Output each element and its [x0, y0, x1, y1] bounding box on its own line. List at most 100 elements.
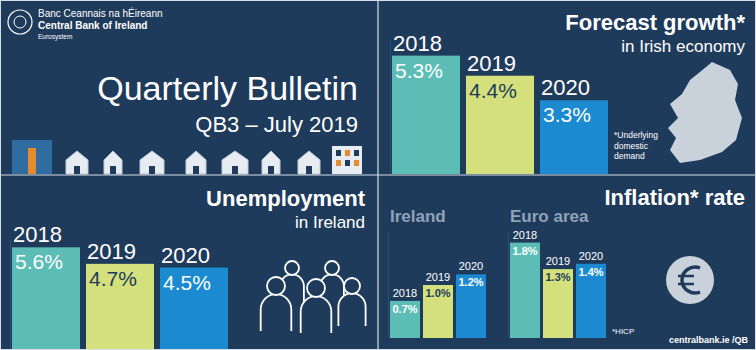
data-label: 0.7% — [392, 303, 417, 315]
bar — [423, 285, 453, 338]
org-irish: Banc Ceannais na hÉireann — [38, 7, 163, 19]
footnote: *Underlyingdomesticdemand — [614, 130, 658, 161]
building-light — [28, 148, 36, 174]
category-label: 2018 — [13, 222, 62, 247]
block — [332, 146, 362, 174]
infographic: Banc Ceannais na hÉireannCentral Bank of… — [0, 0, 756, 350]
series-name: Ireland — [390, 207, 446, 226]
category-label: 2018 — [513, 229, 537, 241]
person-head — [344, 278, 360, 294]
logo-core — [14, 16, 26, 28]
footer: centralbank.ie /QB — [669, 335, 749, 345]
bar — [540, 100, 608, 174]
house-door — [268, 166, 274, 174]
bars — [510, 243, 606, 338]
bars — [390, 274, 486, 338]
person-body — [301, 296, 332, 333]
block-window — [345, 160, 350, 166]
data-label: 4.4% — [469, 79, 517, 102]
data-label: 5.6% — [15, 250, 63, 273]
value-axis — [508, 232, 509, 338]
chart-subtitle: in Irish economy — [621, 37, 745, 56]
category-label: 2019 — [467, 51, 516, 76]
value-axis — [388, 232, 389, 338]
category-label: 2020 — [579, 250, 603, 262]
data-label: 1.2% — [458, 276, 483, 288]
person-head — [325, 261, 339, 275]
background — [0, 0, 756, 350]
category-label: 2020 — [541, 75, 590, 100]
panel-divider — [0, 174, 756, 175]
person-head — [285, 261, 299, 275]
house — [140, 151, 164, 174]
data-label: 3.3% — [543, 103, 591, 126]
series-name: Euro area — [510, 207, 589, 226]
block-window — [336, 150, 341, 156]
house-door — [149, 166, 155, 174]
footnote-line: *Underlying — [614, 130, 658, 140]
category-label: 2019 — [426, 271, 450, 283]
bar — [12, 247, 80, 350]
data-label: 5.3% — [395, 59, 443, 82]
category-label: 2018 — [393, 31, 442, 56]
house-door — [74, 166, 80, 174]
chart-title: Unemployment — [206, 186, 366, 211]
euro-icon — [666, 256, 714, 304]
bar — [543, 269, 573, 338]
bar — [466, 76, 534, 174]
category-label: 2018 — [393, 287, 417, 299]
data-label: 4.7% — [89, 267, 137, 290]
person-head — [267, 277, 285, 295]
value-axis — [390, 40, 391, 174]
house — [298, 151, 320, 174]
house-door — [193, 166, 199, 174]
eurosystem: Eurosystem — [38, 33, 72, 41]
house — [262, 151, 280, 174]
frame — [1, 1, 756, 350]
data-label: 4.5% — [163, 271, 211, 294]
org-name: Central Bank of Ireland — [38, 20, 147, 31]
category-label: 2020 — [459, 260, 483, 272]
footnote-line: domestic — [614, 141, 649, 151]
euro-bars — [678, 276, 694, 284]
logo-ring — [8, 10, 32, 34]
bulletin-title: Quarterly Bulletin — [97, 69, 358, 107]
category-label: 2019 — [546, 255, 570, 267]
chart-title: Inflation* rate — [604, 185, 745, 210]
block-window — [354, 160, 359, 166]
person-body — [338, 293, 365, 326]
bar — [510, 243, 540, 338]
bar — [576, 264, 606, 338]
bar — [86, 264, 154, 350]
bar — [390, 301, 420, 338]
bar — [456, 274, 486, 338]
house — [222, 151, 248, 174]
block-window — [354, 150, 359, 156]
bulletin-subtitle: QB3 – July 2019 — [195, 112, 358, 137]
category-label: 2019 — [87, 239, 136, 264]
ireland-map — [668, 62, 742, 163]
data-label: 1.4% — [578, 266, 603, 278]
data-label: 1.3% — [545, 271, 570, 283]
house — [66, 151, 88, 174]
block-window — [345, 150, 350, 156]
house-door — [306, 166, 312, 174]
euro-arc — [682, 267, 700, 293]
bar — [392, 56, 460, 174]
house-door — [232, 166, 238, 174]
person-head — [307, 279, 325, 297]
chart-title: Forecast growth* — [565, 10, 745, 35]
block-window — [336, 160, 341, 166]
footnote: *HICP — [612, 327, 634, 336]
footnote-line: demand — [614, 151, 645, 161]
chart-subtitle: in Ireland — [295, 213, 365, 232]
house — [104, 151, 122, 174]
house — [186, 151, 206, 174]
data-label: 1.8% — [512, 245, 537, 257]
house-door — [110, 166, 116, 174]
person-body — [261, 294, 292, 331]
building — [12, 140, 52, 174]
category-label: 2020 — [161, 243, 210, 268]
data-label: 1.0% — [425, 287, 450, 299]
bar — [160, 268, 228, 350]
